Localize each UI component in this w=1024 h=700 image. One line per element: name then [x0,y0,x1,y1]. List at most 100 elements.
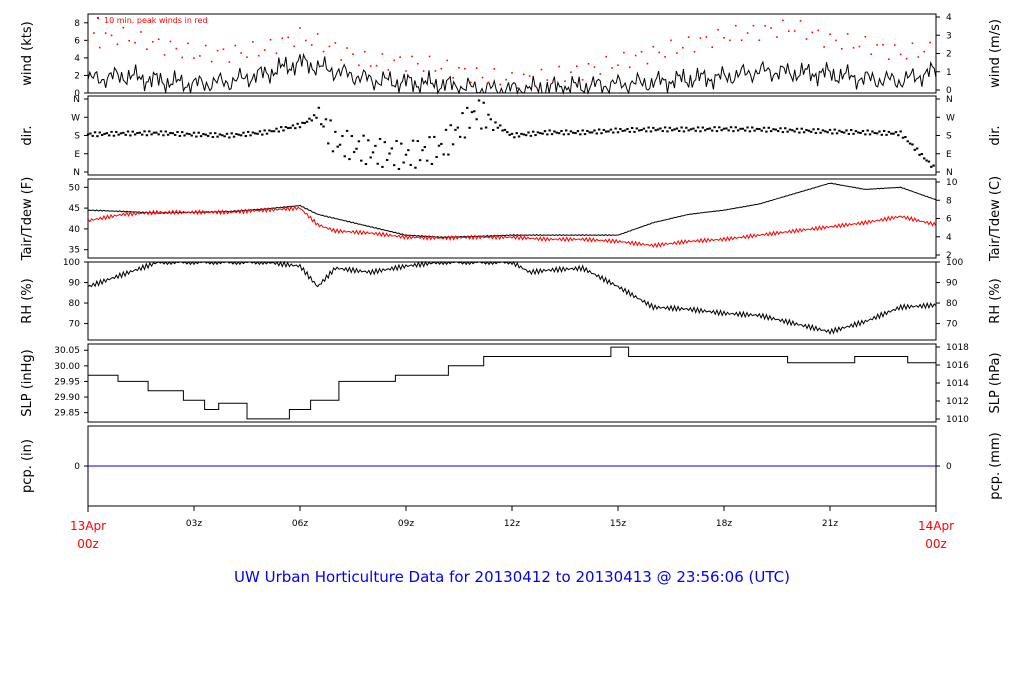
wind-direction-point [612,131,615,134]
wind-direction-point [609,128,613,131]
peak-wind-point [234,44,237,47]
peak-wind-point [782,19,784,22]
wind-direction-point [103,132,106,135]
peak-wind-point [110,34,113,37]
peak-wind-point [522,73,525,76]
wind-direction-point [400,142,403,145]
wind-direction-point [682,130,686,133]
wind-direction-point [279,126,283,129]
peak-wind-point [770,27,772,29]
wind-direction-point [456,126,460,129]
peak-wind-point [334,42,337,44]
wind-direction-point [237,133,240,136]
wind-direction-point [454,128,457,131]
slp-left-tick-label: 30.00 [54,362,80,372]
peak-wind-point [876,44,878,46]
wind-direction-point [426,159,429,162]
wind-direction-point [762,126,766,129]
wind-direction-point [289,126,292,129]
wind-right-tick-label: 1 [946,68,952,78]
peak-wind-point [528,75,531,77]
wind-direction-point [385,158,389,161]
wind-direction-point [805,128,808,131]
wind-direction-point [310,119,313,122]
wind-direction-point [150,133,153,136]
wind-direction-point [597,128,601,131]
wind-direction-point [904,136,907,139]
wind-direction-point [508,133,511,136]
wind-direction-point [600,132,603,135]
wind-direction-point [221,134,224,137]
wind-direction-point [166,133,170,136]
wind-direction-point [548,129,551,132]
wind-direction-point [795,127,799,130]
wind-direction-point [638,129,641,132]
peak-wind-point [870,53,873,56]
rh-left-tick-label: 70 [69,320,81,330]
rh-right-tick-label: 90 [946,279,958,289]
wind-direction-point [409,163,412,166]
peak-wind-point [98,46,101,49]
wind-speed-line [87,52,937,95]
dir-panel-frame [87,95,937,176]
wind-direction-point [91,134,94,137]
wind-direction-point [913,148,916,151]
time-tick-label: 15z [610,519,626,529]
wind-direction-point [393,164,396,167]
wind-direction-point [802,131,806,134]
peak-wind-point [634,54,637,57]
wind-direction-point [645,130,648,133]
peak-wind-point [440,67,443,70]
peak-wind-point [811,31,814,34]
wind-direction-point [579,133,582,136]
wind-direction-point [197,131,200,134]
wind-direction-point [894,131,898,134]
start-hour-label: 00z [77,537,99,551]
peak-wind-point [322,50,325,53]
temperature-right-axis-title: Tair/Tdew (C) [988,176,1003,262]
wind-direction-point [195,135,198,138]
wind-direction-point [831,132,834,135]
temperature-left-axis-title: Tair/Tdew (F) [20,177,35,262]
wind-direction-point [741,127,745,130]
peak-wind-point [493,68,496,70]
wind-direction-point [136,132,139,135]
wind-direction-point [239,134,243,137]
wind-direction-point [927,160,931,163]
temperature-panel-frame [87,178,937,259]
peak-wind-point [846,33,849,35]
wind-direction-point [524,134,528,137]
wind-direction-point [491,129,495,132]
wind-direction-point [908,142,912,145]
wind-direction-point [543,130,547,133]
wind-direction-point [463,136,467,139]
peak-wind-point [864,35,867,38]
wind-direction-point [433,135,436,138]
peak-wind-point [711,46,714,48]
wind-direction-point [835,132,839,135]
wind-direction-point [847,132,851,135]
wind-direction-point [338,143,342,146]
wind-direction-point [517,135,521,138]
wind-direction-point [784,127,787,130]
peak-wind-point [281,37,284,40]
wind-direction-point [642,127,646,130]
wind-direction-point [232,135,236,138]
peak-wind-point [540,68,543,71]
wind-direction-point [470,111,474,114]
peak-wind-point [605,55,608,58]
end-hour-label: 00z [925,537,947,551]
wind-direction-point [842,131,846,134]
wind-direction-point [845,129,848,132]
wind-direction-point [807,129,810,132]
wind-direction-point [534,134,537,137]
peak-wind-point [899,53,902,56]
wind-direction-point [673,128,676,131]
wind-direction-point [800,127,803,130]
peak-wind-point [316,33,319,35]
peak-wind-point [269,38,272,41]
dir-left-tick-label: N [73,168,80,178]
peak-wind-point [699,37,702,39]
wind-direction-point [885,133,888,136]
